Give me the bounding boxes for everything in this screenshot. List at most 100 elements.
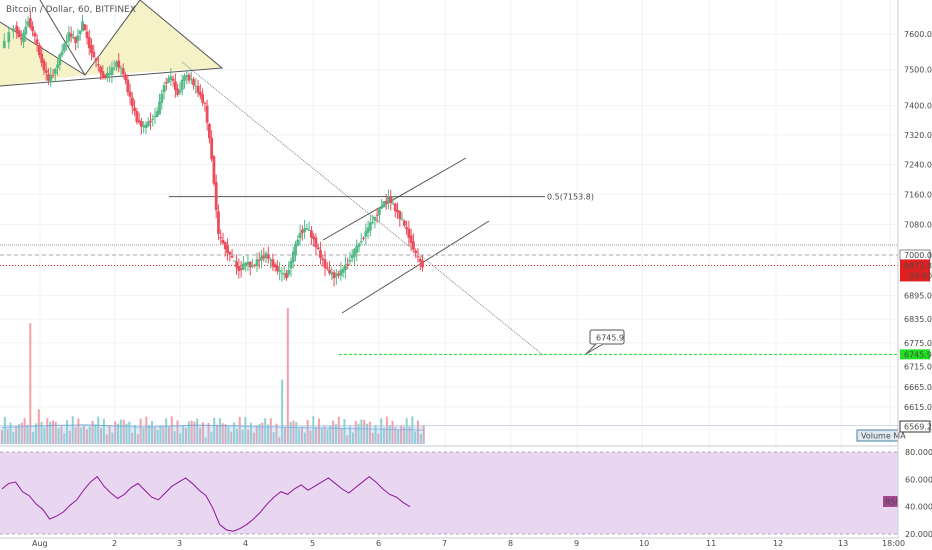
candle-body <box>217 211 220 234</box>
volume-bar <box>15 426 18 444</box>
candle-body <box>285 272 288 279</box>
price-tick-label: 6775.0 <box>904 339 932 348</box>
candle-body <box>348 259 352 262</box>
candle-body <box>305 227 309 230</box>
volume-bar <box>210 431 213 444</box>
candle-body <box>81 21 84 32</box>
volume-bar <box>227 426 230 444</box>
candle-body <box>11 28 15 32</box>
candle-body <box>310 230 313 238</box>
volume-bar <box>417 420 420 444</box>
volume-bar <box>184 428 187 444</box>
price-tick-label: 7400.0 <box>904 102 932 111</box>
green-level-tag <box>900 349 930 360</box>
volume-bar <box>349 425 352 444</box>
green-level-value: 6745.9 <box>904 350 932 359</box>
volume-bar <box>83 425 86 444</box>
drawing-tools[interactable]: 0.5(7153.8) 6745.9 <box>0 0 898 356</box>
volume-bar <box>377 433 380 444</box>
volume-bar <box>221 423 224 444</box>
candle-body <box>194 85 198 87</box>
volume-bar <box>179 433 182 444</box>
candle-body <box>228 251 232 255</box>
candle-body <box>291 251 295 263</box>
candle-body <box>264 253 268 259</box>
triangle-outline <box>0 0 224 87</box>
volume-bar <box>105 434 108 444</box>
volume-bar <box>20 422 23 444</box>
price-tick-label: 6835.0 <box>904 315 932 324</box>
candle-body <box>384 200 388 203</box>
volume-bar <box>284 427 286 444</box>
candle-body <box>232 260 236 262</box>
candle-body <box>180 79 184 90</box>
volume-bar <box>267 424 270 444</box>
volume-bar <box>244 416 247 444</box>
price-tick-label: 6665.0 <box>904 383 932 392</box>
volume-bar <box>337 416 340 444</box>
volume-bar <box>37 409 40 444</box>
volume-bar <box>34 423 37 444</box>
volume-bar <box>131 432 134 444</box>
volume-bar <box>374 424 377 444</box>
volume-bar <box>295 422 298 444</box>
volume-bar <box>422 425 425 444</box>
volume-bar <box>303 432 306 444</box>
volume-bar <box>40 421 43 444</box>
volume-bar <box>182 426 185 444</box>
candle-body <box>155 111 159 118</box>
volume-bar <box>187 421 190 444</box>
time-tick-label: 11 <box>706 539 716 548</box>
candle-body <box>276 265 279 272</box>
candle-body <box>28 18 32 28</box>
volume-bar <box>94 424 97 444</box>
candle-body <box>26 21 30 26</box>
candle-body <box>416 256 420 258</box>
candle-body <box>96 64 100 66</box>
rsi-legend: RSI <box>885 498 898 507</box>
candle-body <box>287 269 291 275</box>
candle-body <box>90 45 93 54</box>
volume-bar <box>46 418 49 444</box>
candle-body <box>366 227 370 233</box>
candle-body <box>203 102 207 104</box>
price-tick-label: 7600.0 <box>904 30 932 39</box>
volume-bar <box>351 432 354 444</box>
volume-bar <box>125 423 128 444</box>
candle-body <box>49 74 53 83</box>
price-tick-label: 6895.0 <box>904 292 932 301</box>
volume-bar <box>148 424 151 444</box>
volume-bar <box>85 429 88 444</box>
volume-bar <box>255 425 258 444</box>
candle-body <box>167 78 170 83</box>
candle-body <box>198 91 202 96</box>
candle-body <box>153 115 157 118</box>
candle-body <box>149 120 152 123</box>
candle-body <box>319 250 322 258</box>
candle-body <box>271 259 275 267</box>
volume-bar <box>380 418 383 444</box>
candle-body <box>164 82 168 84</box>
candle-body <box>339 270 343 276</box>
candle-body <box>19 37 23 40</box>
time-tick-label: 18:00 <box>882 539 905 548</box>
volume-bar <box>258 424 261 444</box>
volume-ma-tag <box>899 420 931 433</box>
volume-bar <box>388 425 391 444</box>
candle-body <box>135 111 139 123</box>
candle-body <box>269 259 272 261</box>
candle-body <box>7 32 11 43</box>
volume-bar <box>43 427 46 444</box>
candle-body <box>133 107 136 112</box>
volume-bar <box>1 430 3 444</box>
candle-body <box>31 26 34 32</box>
candle-body <box>47 74 50 81</box>
volume-bar <box>88 426 91 444</box>
volume-bar <box>114 421 117 444</box>
volume-bar <box>326 429 329 444</box>
volume-bar <box>173 431 176 444</box>
candlestick-series <box>2 10 424 287</box>
candle-body <box>328 269 331 274</box>
